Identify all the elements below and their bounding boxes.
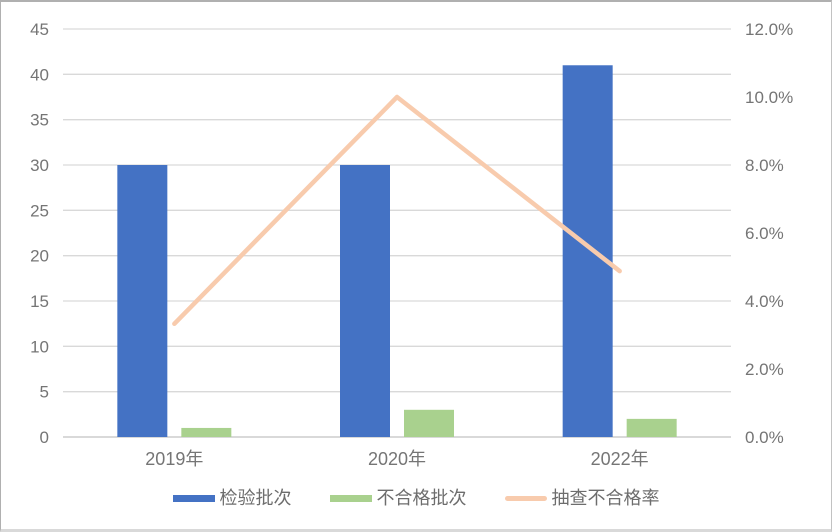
legend-label: 不合格批次 bbox=[376, 488, 467, 508]
left-axis-tick-label: 0 bbox=[40, 428, 49, 447]
bar-inspection-2022年 bbox=[562, 65, 613, 437]
combo-chart: 0 5 10 15 20 25 30 35 40 45 0.0% 2.0% 4.0% 6.0% 8.0% 10… bbox=[30, 20, 793, 469]
legend-item-inspection-batches: 检验批次 bbox=[172, 488, 292, 508]
left-axis-tick-label: 15 bbox=[30, 292, 49, 311]
x-axis-category-label: 2020年 bbox=[368, 449, 426, 469]
left-axis-tick-label: 35 bbox=[30, 111, 49, 130]
legend-item-failed-batches: 不合格批次 bbox=[329, 488, 467, 508]
right-axis-tick-label: 10.0% bbox=[745, 88, 793, 107]
right-axis-tick-label: 6.0% bbox=[745, 224, 784, 243]
bar-failed-2019年 bbox=[181, 427, 232, 437]
right-axis-tick-label: 2.0% bbox=[745, 360, 784, 379]
left-axis-tick-label: 45 bbox=[30, 20, 49, 39]
right-axis-tick-label: 4.0% bbox=[745, 292, 784, 311]
right-axis-tick-label: 12.0% bbox=[745, 20, 793, 39]
left-axis-tick-label: 30 bbox=[30, 156, 49, 175]
failure-rate-line bbox=[172, 94, 622, 327]
bar-inspection-2019年 bbox=[117, 165, 168, 437]
bar-inspection-2020年 bbox=[340, 165, 390, 437]
bar-failed-2020年 bbox=[404, 409, 454, 437]
legend-swatch-bar-blue-icon bbox=[172, 494, 215, 502]
legend-swatch-bar-green-icon bbox=[329, 494, 372, 502]
left-axis-tick-label: 20 bbox=[30, 247, 49, 266]
legend-item-failure-rate: 抽查不合格率 bbox=[504, 488, 660, 508]
bar-failed-2022年 bbox=[626, 418, 677, 437]
legend-label: 检验批次 bbox=[219, 488, 292, 508]
x-axis-category-label: 2022年 bbox=[591, 449, 649, 469]
chart-legend: 检验批次 不合格批次 抽查不合格率 bbox=[1, 489, 831, 507]
right-axis-tick-label: 8.0% bbox=[745, 156, 784, 175]
x-axis-category-label: 2019年 bbox=[145, 449, 203, 469]
left-axis-tick-label: 10 bbox=[30, 337, 49, 356]
legend-label: 抽查不合格率 bbox=[551, 488, 660, 508]
left-axis-tick-label: 40 bbox=[30, 65, 49, 84]
left-axis-tick-label: 5 bbox=[40, 383, 49, 402]
left-axis-tick-label: 25 bbox=[30, 201, 49, 220]
right-axis-tick-label: 0.0% bbox=[745, 428, 784, 447]
legend-swatch-line-peach-icon bbox=[504, 495, 547, 501]
